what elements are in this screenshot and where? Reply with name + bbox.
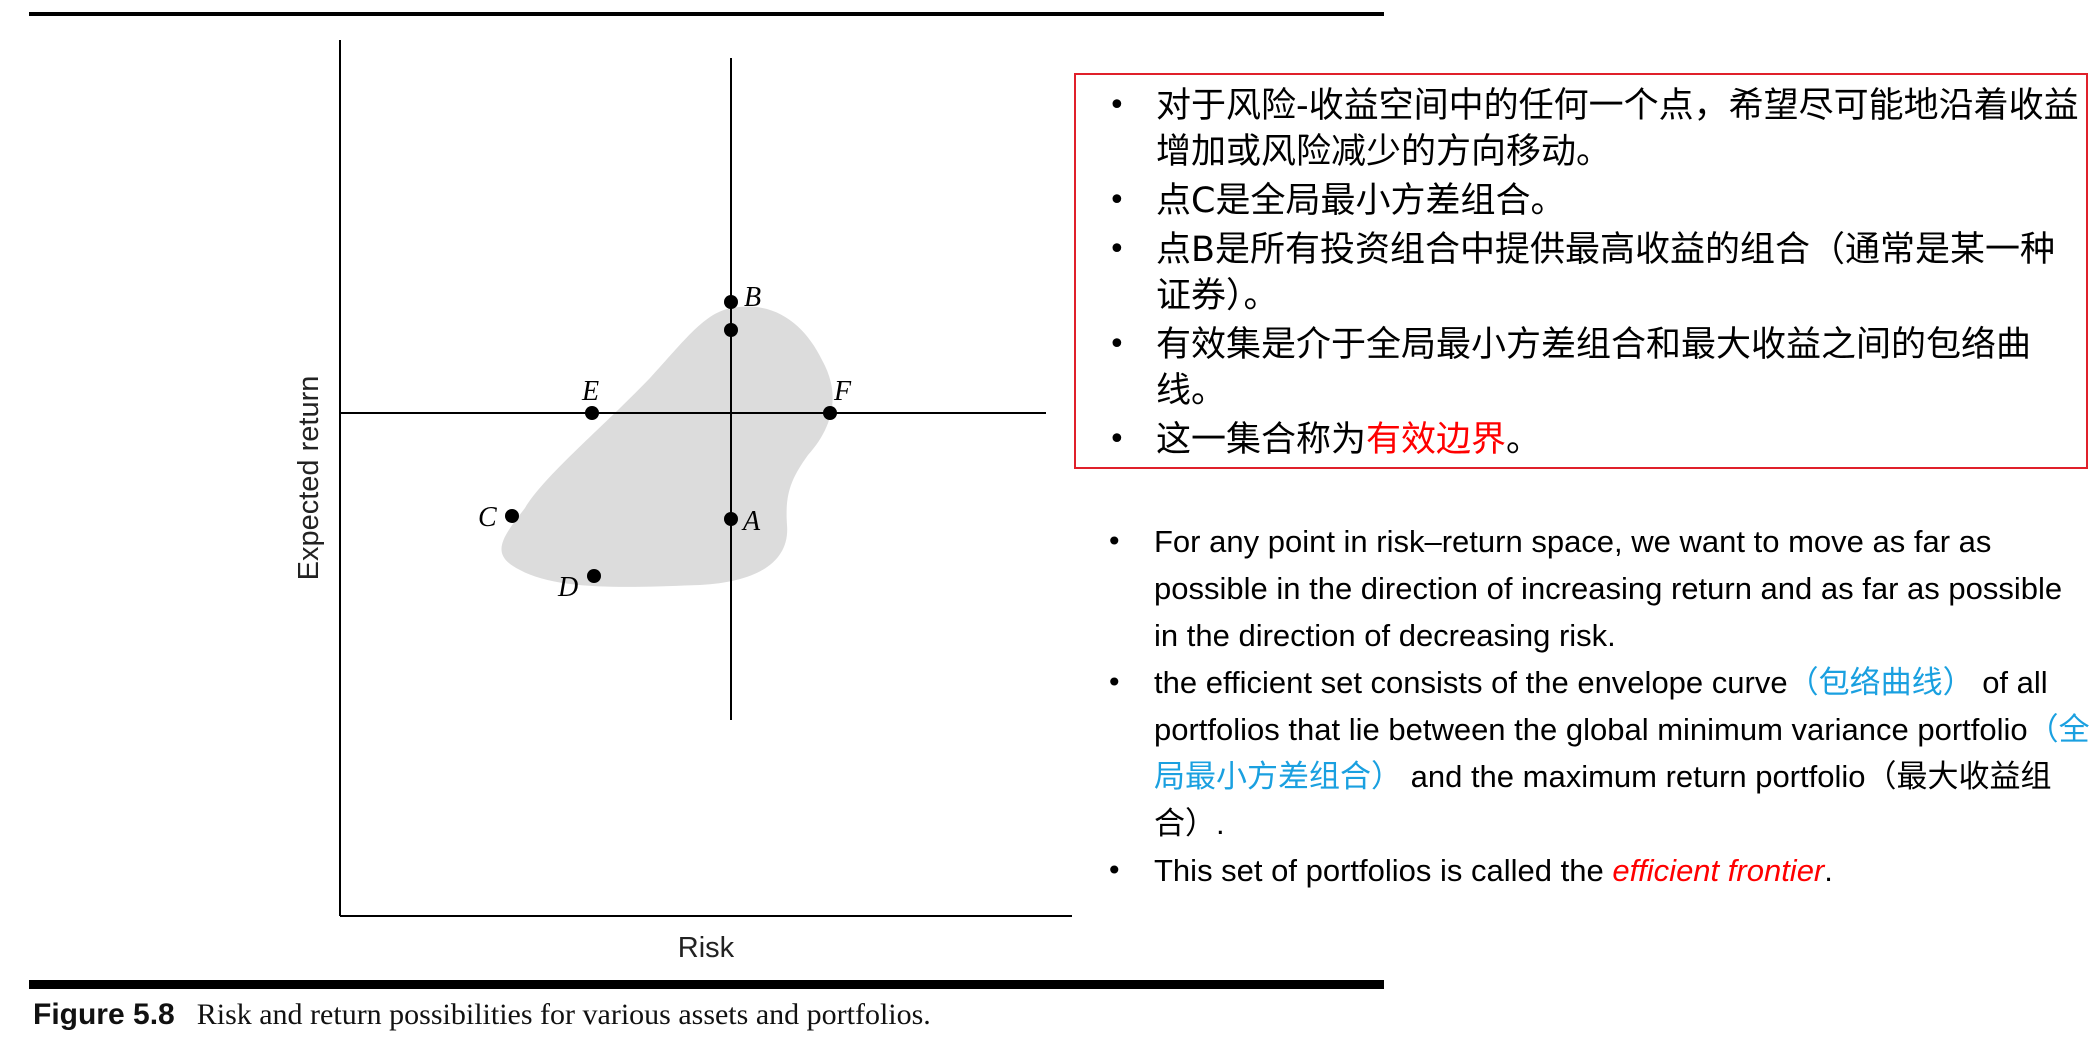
figure-caption: Figure 5.8 Risk and return possibilities …: [33, 998, 931, 1032]
chinese-bullet-list: • 对于风险-收益空间中的任何一个点，希望尽可能地沿着收益增加或风险减少的方向移动…: [1092, 83, 2082, 466]
zh-bullet-5: • 这一集合称为有效边界。: [1092, 417, 2082, 463]
zh-bullet-1: • 对于风险-收益空间中的任何一个点，希望尽可能地沿着收益增加或风险减少的方向移动…: [1092, 83, 2082, 175]
en-bullet-3: • This set of portfolios is called the ef…: [1090, 847, 2090, 894]
bullet-icon: •: [1108, 88, 1126, 123]
en-bullet-text: This set of portfolios is called the: [1154, 853, 1613, 888]
zh-bullet-2: • 点C是全局最小方差组合。: [1092, 178, 2082, 224]
point-A-marker: [724, 512, 738, 526]
caption-text: Risk and return possibilities for variou…: [196, 998, 931, 1031]
feasible-region: [501, 306, 833, 587]
point-D-label: D: [557, 572, 578, 603]
point-marker: [724, 323, 738, 337]
bullet-icon: •: [1106, 525, 1123, 558]
en-bullet-text: and the maximum return portfolio（最大收益组合）…: [1154, 759, 2052, 841]
zh-bullet-text: 这一集合称为: [1156, 420, 1367, 460]
bullet-icon: •: [1108, 232, 1126, 267]
zh-bullet-4: • 有效集是介于全局最小方差组合和最大收益之间的包络曲线。: [1092, 322, 2082, 414]
point-C-marker: [505, 509, 519, 523]
english-bullet-list: • For any point in risk–return space, we …: [1090, 518, 2090, 894]
bullet-icon: •: [1106, 854, 1123, 887]
point-C-label: C: [478, 502, 497, 533]
en-bullet-suffix: .: [1824, 853, 1833, 888]
bullet-icon: •: [1108, 183, 1126, 218]
efficient-frontier-zh: 有效边界: [1366, 420, 1507, 460]
chinese-notes-box: • 对于风险-收益空间中的任何一个点，希望尽可能地沿着收益增加或风险减少的方向移动…: [1074, 73, 2088, 469]
point-D-marker: [587, 569, 601, 583]
zh-bullet-suffix: 。: [1506, 420, 1542, 460]
x-axis-title: Risk: [678, 932, 735, 964]
bullet-icon: •: [1106, 666, 1123, 699]
point-E-marker: [585, 406, 599, 420]
bullet-icon: •: [1108, 422, 1126, 457]
en-bullet-text: of all portfolios that lie between the g…: [1154, 665, 2048, 747]
zh-bullet-text: 点C是全局最小方差组合。: [1156, 181, 1566, 221]
point-A-label: A: [741, 506, 761, 537]
point-E-label: E: [581, 376, 599, 407]
bullet-icon: •: [1108, 327, 1126, 362]
envelope-curve-gloss: （包络曲线）: [1787, 665, 1974, 700]
zh-bullet-3: • 点B是所有投资组合中提供最高收益的组合（通常是某一种证券）。: [1092, 227, 2082, 319]
efficient-frontier-en: efficient frontier: [1612, 853, 1825, 888]
caption-label: Figure 5.8: [33, 998, 175, 1031]
zh-bullet-text: 对于风险-收益空间中的任何一个点，希望尽可能地沿着收益增加或风险减少的方向移动。: [1156, 86, 2079, 172]
point-F-label: F: [833, 376, 852, 407]
en-bullet-1: • For any point in risk–return space, we …: [1090, 518, 2090, 659]
y-axis-title: Expected return: [293, 376, 325, 581]
zh-bullet-text: 点B是所有投资组合中提供最高收益的组合（通常是某一种证券）。: [1156, 230, 2056, 316]
point-B-label: B: [744, 282, 761, 313]
en-bullet-text: the efficient set consists of the envelo…: [1154, 665, 1788, 700]
gmv-gloss: （全局最小方差组合）: [1154, 712, 2090, 794]
en-bullet-text: For any point in risk–return space, we w…: [1154, 524, 2063, 653]
en-bullet-2: • the efficient set consists of the envel…: [1090, 659, 2090, 847]
top-rule: [29, 12, 1384, 16]
point-B-marker: [724, 295, 738, 309]
zh-bullet-text: 有效集是介于全局最小方差组合和最大收益之间的包络曲线。: [1156, 325, 2032, 411]
risk-return-diagram: B E F C A D Expected return Risk: [293, 40, 1072, 964]
point-F-marker: [823, 406, 837, 420]
bottom-rule: [29, 980, 1384, 989]
